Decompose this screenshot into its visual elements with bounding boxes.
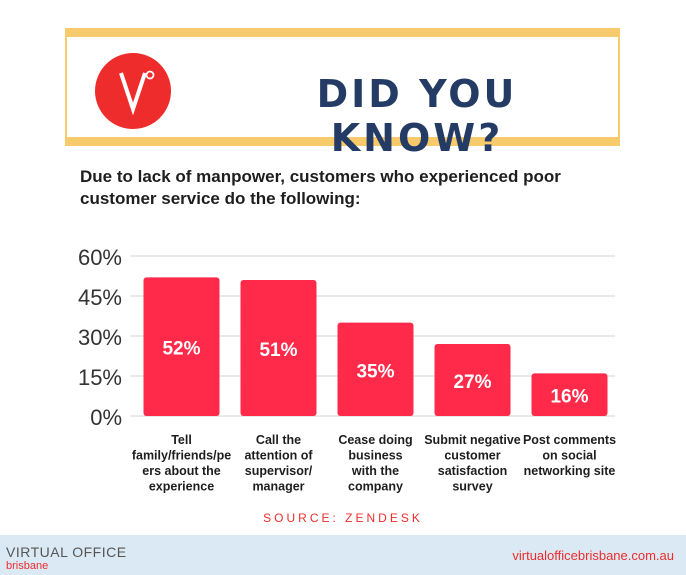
x-category-label-line: ers about the	[142, 464, 221, 478]
x-category-label-line: experience	[149, 480, 214, 494]
x-category-label-line: on social	[542, 449, 596, 463]
x-category-label-line: networking site	[524, 464, 616, 478]
bar	[337, 322, 414, 416]
x-category-label-line: satisfaction	[438, 464, 507, 478]
data-label: 35%	[356, 361, 394, 382]
source-label: SOURCE: ZENDESK	[263, 511, 423, 525]
data-label: 27%	[453, 372, 491, 393]
bar	[434, 344, 511, 416]
bar	[143, 277, 220, 416]
x-category-label-line: Tell	[171, 433, 192, 447]
bar	[531, 373, 608, 416]
x-category-label-line: manager	[252, 480, 304, 494]
x-category-label-line: with the	[351, 464, 399, 478]
x-category-label-line: attention of	[244, 449, 313, 463]
y-tick-label: 45%	[78, 285, 122, 310]
footer: VIRTUAL OFFICE brisbane virtualofficebri…	[0, 535, 686, 575]
x-category-label: Tell family/friends/pe ers about the experi…	[132, 433, 231, 494]
data-label: 52%	[162, 339, 200, 360]
x-category-label-line: survey	[452, 480, 492, 494]
chart-subtitle: Due to lack of manpower, customers who e…	[80, 167, 561, 208]
y-tick-label: 60%	[78, 245, 122, 270]
x-category-label-line: business	[348, 449, 402, 463]
x-category-label-line: Submit negative	[424, 433, 521, 447]
y-tick-label: 15%	[78, 365, 122, 390]
y-tick-label: 30%	[78, 325, 122, 350]
headline: DID YOU KNOW?	[316, 72, 518, 160]
x-category-label-line: Cease doing	[338, 433, 412, 447]
footer-url-link[interactable]: virtualofficebrisbane.com.au	[512, 548, 674, 563]
x-category-label-line: Call the	[256, 433, 301, 447]
data-label: 51%	[259, 340, 297, 361]
footer-logo-sub: brisbane	[6, 560, 49, 572]
x-category-label: Post comments on social networking site	[523, 433, 616, 478]
header-banner: DID YOU KNOW?	[65, 28, 620, 160]
x-category-label-line: customer	[444, 449, 500, 463]
bar	[240, 280, 317, 416]
data-label: 16%	[550, 387, 588, 408]
logo-icon	[95, 53, 171, 129]
x-category-label-line: Post comments	[523, 433, 616, 447]
footer-logo-main: VIRTUAL OFFICE	[6, 544, 127, 560]
x-category-label-line: family/friends/pe	[132, 449, 231, 463]
y-tick-label: 0%	[90, 405, 122, 430]
x-category-label: Cease doing business with the company	[338, 433, 412, 494]
x-category-label-line: company	[348, 480, 403, 494]
x-category-label: Submit negative customer satisfaction surve…	[424, 433, 521, 494]
x-category-label-line: supervisor/	[245, 464, 313, 478]
bar-chart: 0% 15% 30% 45% 60% 52% Tell family/friends/pe er…	[78, 245, 616, 494]
x-category-label: Call the attention of supervisor/manager	[244, 433, 313, 494]
